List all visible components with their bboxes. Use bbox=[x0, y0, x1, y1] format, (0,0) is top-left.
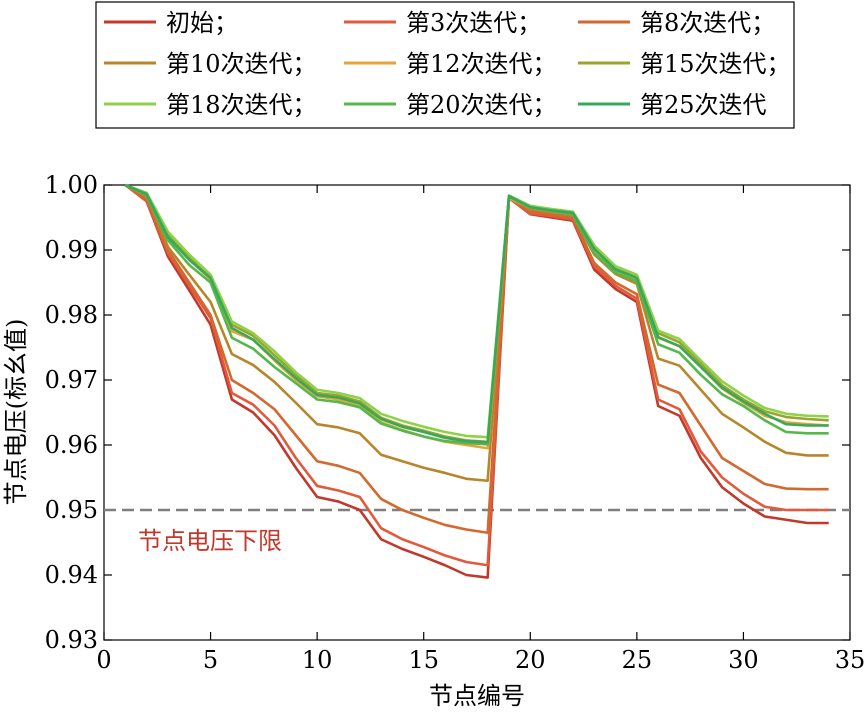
x-tick-label: 5 bbox=[203, 646, 218, 674]
series-line-3 bbox=[124, 183, 829, 535]
x-tick-label: 0 bbox=[96, 646, 111, 674]
legend-label-4: 第10次迭代； bbox=[166, 50, 317, 78]
legend-label-1: 初始； bbox=[166, 9, 238, 37]
series-line-7 bbox=[124, 183, 829, 439]
y-tick-label: 0.93 bbox=[45, 626, 98, 654]
x-tick-label: 15 bbox=[408, 646, 439, 674]
x-tick-label: 20 bbox=[515, 646, 546, 674]
legend-label-6: 第15次迭代； bbox=[640, 50, 791, 78]
x-tick-label: 30 bbox=[728, 646, 759, 674]
y-tick-label: 0.97 bbox=[45, 366, 98, 394]
series-line-4 bbox=[124, 183, 829, 483]
x-axis: 0 5 10 15 20 25 30 35 bbox=[96, 185, 865, 674]
y-tick-label: 0.95 bbox=[45, 496, 98, 524]
legend-label-5: 第12次迭代； bbox=[406, 50, 557, 78]
y-tick-label: 0.98 bbox=[45, 301, 98, 329]
series-line-1 bbox=[124, 183, 829, 579]
series-line-8 bbox=[124, 183, 829, 446]
x-tick-label: 35 bbox=[835, 646, 865, 674]
x-axis-title: 节点编号 bbox=[429, 682, 525, 710]
x-tick-label: 25 bbox=[622, 646, 653, 674]
legend-label-3: 第8次迭代； bbox=[640, 9, 775, 37]
voltage-lower-limit-label: 节点电压下限 bbox=[138, 527, 282, 555]
y-tick-label: 0.96 bbox=[45, 431, 98, 459]
legend: 初始； 第3次迭代； 第8次迭代； 第10次迭代； 第12次迭代； 第15次迭代； 第18次… bbox=[95, 1, 795, 129]
series-group bbox=[124, 183, 829, 579]
y-axis: 0.93 0.94 0.95 0.96 0.97 0.98 0.99 1.00 bbox=[45, 171, 850, 654]
plot-frame bbox=[103, 184, 851, 641]
y-axis-title: 节点电压(标幺值) bbox=[2, 319, 30, 506]
legend-box bbox=[95, 1, 795, 129]
series-line-6 bbox=[124, 183, 829, 444]
y-tick-label: 1.00 bbox=[45, 171, 98, 199]
x-tick-label: 10 bbox=[302, 646, 333, 674]
y-tick-label: 0.99 bbox=[45, 236, 98, 264]
series-line-2 bbox=[124, 183, 829, 567]
y-tick-label: 0.94 bbox=[45, 561, 98, 589]
legend-label-8: 第20次迭代； bbox=[406, 91, 557, 119]
legend-label-2: 第3次迭代； bbox=[406, 9, 541, 37]
plot-area: 0 5 10 15 20 25 30 35 0.930.940.950.960.970.980… bbox=[45, 171, 865, 674]
legend-label-7: 第18次迭代； bbox=[166, 91, 317, 119]
legend-label-9: 第25次迭代 bbox=[640, 91, 767, 119]
series-line-9 bbox=[124, 183, 829, 444]
